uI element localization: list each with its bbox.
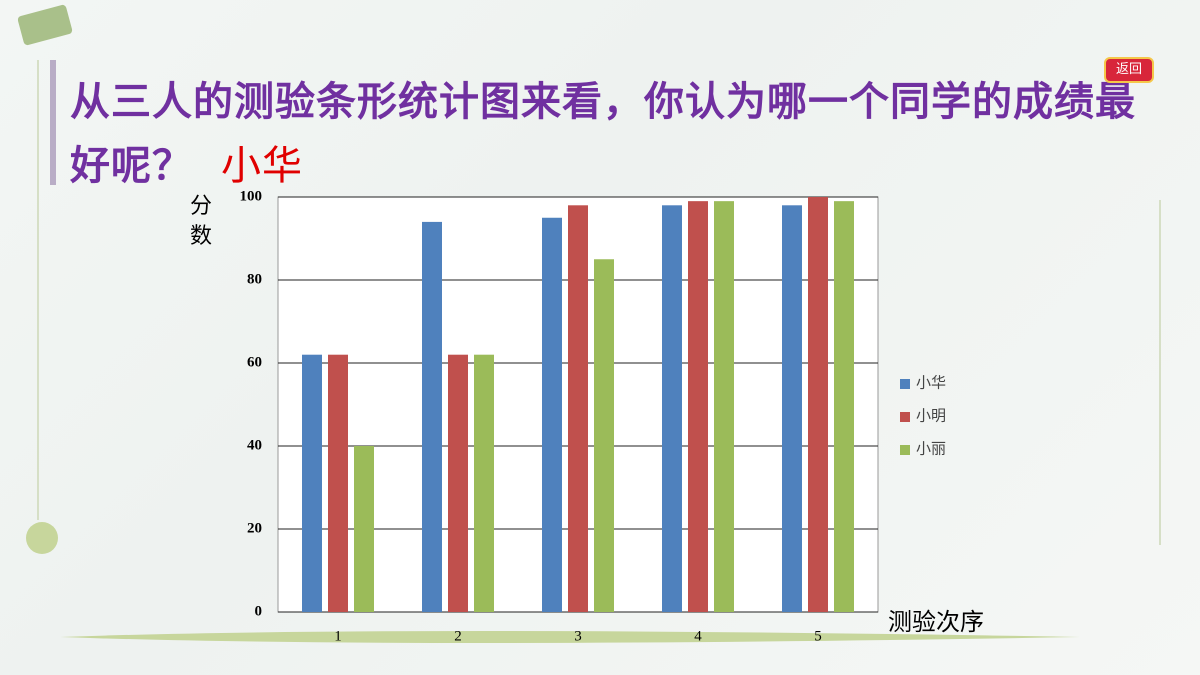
question-text: 从三人的测验条形统计图来看，你认为哪一个同学的成绩最好呢？ — [70, 79, 1136, 189]
y-tick-label: 40 — [247, 437, 262, 453]
legend-label: 小华 — [916, 374, 946, 391]
y-tick-label: 0 — [255, 603, 263, 619]
y-tick-label: 60 — [247, 354, 262, 370]
bar — [594, 259, 614, 612]
bar — [422, 221, 442, 612]
legend-swatch — [900, 379, 910, 389]
legend-swatch — [900, 412, 910, 422]
x-tick-label: 1 — [334, 628, 342, 644]
x-tick-label: 2 — [454, 628, 462, 644]
decor-book — [17, 4, 73, 46]
bar — [354, 446, 374, 612]
accent-bar — [50, 60, 56, 185]
bar — [448, 354, 468, 612]
back-button[interactable]: 返回 — [1104, 57, 1154, 83]
y-tick-label: 20 — [247, 520, 262, 536]
legend-swatch — [900, 445, 910, 455]
legend-label: 小丽 — [916, 440, 946, 457]
bar — [542, 217, 562, 612]
y-axis-label: 分数 — [190, 194, 213, 249]
bar — [808, 197, 828, 612]
decor-circle — [26, 522, 58, 554]
y-tick-label: 80 — [247, 271, 262, 287]
y-tick-label: 100 — [240, 188, 263, 204]
legend-label: 小明 — [916, 407, 946, 424]
x-tick-label: 5 — [814, 628, 822, 644]
bar — [474, 354, 494, 612]
question: 从三人的测验条形统计图来看，你认为哪一个同学的成绩最好呢？ 小华 — [70, 70, 1160, 198]
bar — [302, 354, 322, 612]
bar — [834, 201, 854, 612]
bar — [688, 201, 708, 612]
x-axis-label: 测验次序 — [888, 608, 984, 636]
bar — [714, 201, 734, 612]
decor-leaf — [60, 631, 1080, 643]
bar — [328, 354, 348, 612]
bar — [568, 205, 588, 613]
x-tick-label: 4 — [694, 628, 702, 644]
bar — [662, 205, 682, 613]
answer: 小华 — [221, 143, 303, 189]
x-tick-label: 3 — [574, 628, 582, 644]
bar — [782, 205, 802, 613]
